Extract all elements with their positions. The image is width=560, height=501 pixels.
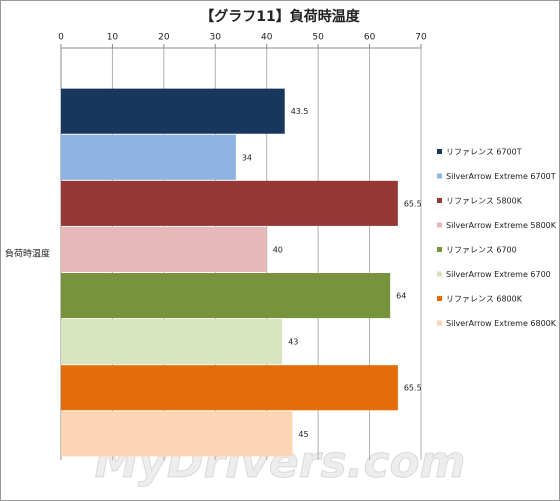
- data-label: 64: [396, 292, 406, 301]
- data-label: 43: [288, 338, 298, 347]
- legend-swatch: [437, 320, 442, 326]
- bar: [61, 319, 283, 365]
- legend-swatch: [437, 247, 442, 252]
- bar: [61, 88, 285, 134]
- legend-label: リファレンス 6800K: [446, 295, 523, 304]
- legend-swatch: [437, 296, 442, 301]
- x-tick-label: 70: [415, 33, 427, 43]
- data-label: 43.5: [291, 107, 309, 116]
- bar: [61, 411, 293, 457]
- bar: [61, 226, 267, 272]
- x-tick-label: 60: [364, 33, 376, 43]
- bar: [61, 365, 398, 411]
- bar: [61, 273, 391, 319]
- data-label: 34: [242, 153, 252, 162]
- legend-swatch: [437, 149, 442, 154]
- x-tick-label: 40: [261, 33, 273, 43]
- legend-label: リファレンス 5800K: [446, 197, 523, 206]
- legend-label: SilverArrow Extreme 6700: [446, 270, 551, 279]
- chart-title: 【グラフ11】負荷時温度: [200, 8, 360, 25]
- legend-swatch: [437, 198, 442, 203]
- legend-label: リファレンス 6700: [446, 246, 517, 255]
- x-tick-label: 10: [107, 33, 119, 43]
- x-tick-label: 0: [58, 33, 64, 43]
- bar: [61, 180, 398, 226]
- y-tick-label: 負荷時温度: [5, 248, 50, 260]
- legend-swatch: [437, 222, 442, 228]
- legend-swatch: [437, 271, 442, 277]
- x-tick-label: 20: [158, 33, 170, 43]
- data-label: 40: [273, 245, 283, 254]
- bar: [61, 134, 236, 180]
- legend-label: SilverArrow Extreme 6700T: [446, 172, 556, 181]
- x-tick-label: 30: [210, 33, 222, 43]
- data-label: 65.5: [404, 199, 422, 208]
- data-label: 65.5: [404, 384, 422, 393]
- legend-label: リファレンス 6700T: [446, 148, 522, 157]
- legend-label: SilverArrow Extreme 5800K: [446, 221, 557, 230]
- legend-label: SilverArrow Extreme 6800K: [446, 319, 557, 328]
- x-tick-label: 50: [312, 33, 324, 43]
- data-label: 45: [298, 430, 308, 439]
- legend-swatch: [437, 173, 442, 179]
